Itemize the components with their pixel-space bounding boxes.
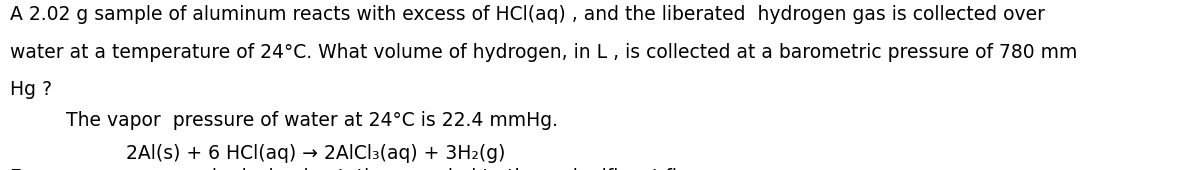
Text: 2Al(s) + 6 HCl(aq) → 2AlCl₃(aq) + 3H₂(g): 2Al(s) + 6 HCl(aq) → 2AlCl₃(aq) + 3H₂(g) [126, 144, 505, 163]
Text: Hg ?: Hg ? [10, 80, 52, 99]
Text: A 2.02 g sample of aluminum reacts with excess of HCl(aq) , and the liberated  h: A 2.02 g sample of aluminum reacts with … [10, 5, 1044, 24]
Text: water at a temperature of 24°C. What volume of hydrogen, in L , is collected at : water at a temperature of 24°C. What vol… [10, 42, 1076, 62]
Text: The vapor  pressure of water at 24°C is 22.4 mmHg.: The vapor pressure of water at 24°C is 2… [66, 110, 558, 130]
Text: Express your answer in decimal notation rounded to three significant figures.: Express your answer in decimal notation … [10, 168, 736, 170]
